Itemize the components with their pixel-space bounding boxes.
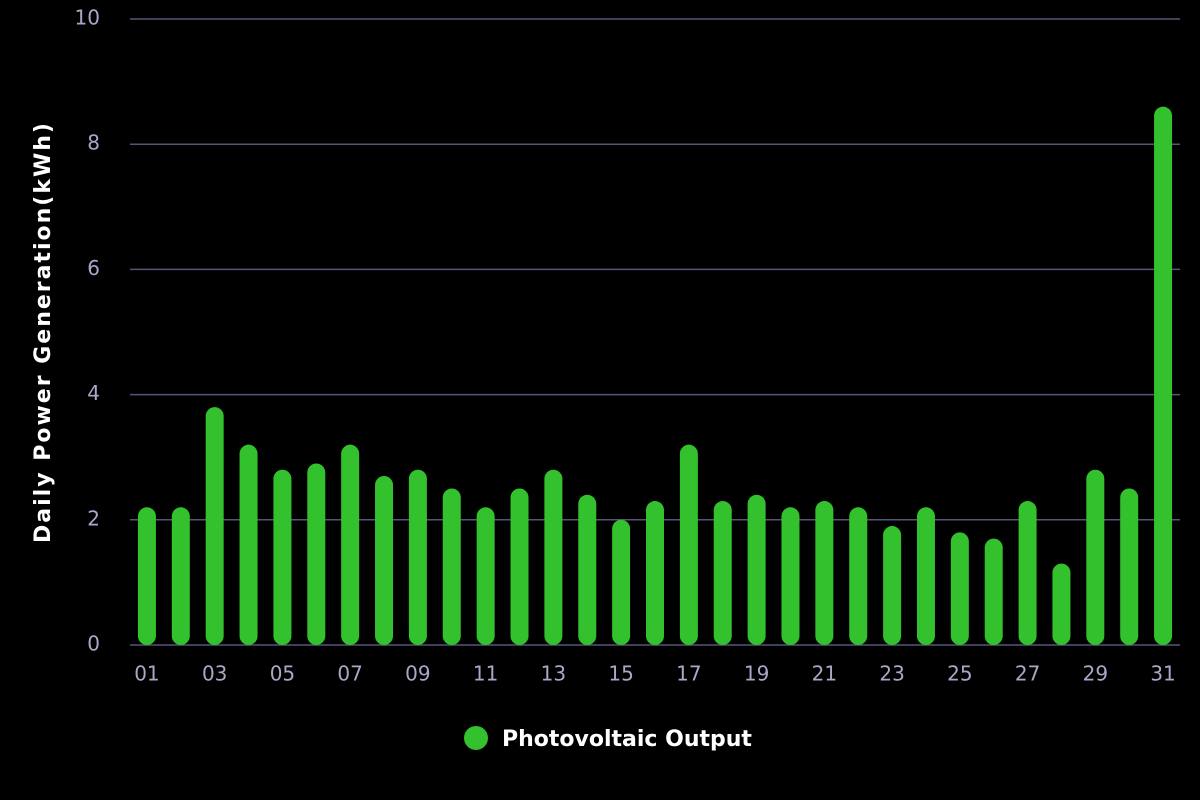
- y-axis-label: Daily Power Generation(kWh): [31, 121, 56, 543]
- x-tick-label: 27: [1015, 662, 1040, 686]
- bar: [713, 501, 732, 645]
- legend-marker: [464, 726, 488, 750]
- bar: [544, 469, 563, 645]
- x-tick-label: 17: [676, 662, 701, 686]
- bar: [916, 507, 935, 645]
- bar: [1086, 469, 1105, 645]
- x-tick-label: 13: [541, 662, 566, 686]
- bar: [442, 488, 461, 645]
- x-tick-label: 11: [473, 662, 498, 686]
- x-tick-label: 25: [947, 662, 972, 686]
- bar: [205, 407, 224, 645]
- x-tick-label: 29: [1083, 662, 1108, 686]
- x-tick-label: 23: [879, 662, 904, 686]
- y-tick-label: 8: [87, 131, 100, 155]
- y-tick-label: 4: [87, 381, 100, 405]
- bar: [1052, 563, 1071, 645]
- bar: [137, 507, 156, 645]
- bar: [612, 519, 631, 645]
- bar: [239, 444, 258, 645]
- bar: [1018, 501, 1037, 645]
- bar: [1120, 488, 1139, 645]
- x-tick-label: 09: [405, 662, 430, 686]
- legend-label: Photovoltaic Output: [502, 727, 752, 752]
- x-tick-label: 07: [337, 662, 362, 686]
- bar: [747, 494, 766, 645]
- bar: [510, 488, 529, 645]
- bar: [950, 532, 969, 645]
- bar: [849, 507, 868, 645]
- y-tick-label: 2: [87, 506, 100, 530]
- bar: [375, 475, 394, 645]
- x-tick-label: 19: [744, 662, 769, 686]
- bar: [883, 526, 902, 645]
- bar: [984, 538, 1003, 645]
- y-tick-label: 10: [75, 6, 100, 30]
- x-tick-label: 31: [1150, 662, 1175, 686]
- y-tick-label: 6: [87, 256, 100, 280]
- bar: [679, 444, 698, 645]
- y-tick-label: 0: [87, 632, 100, 656]
- bar: [815, 501, 834, 645]
- x-tick-label: 03: [202, 662, 227, 686]
- x-tick-label: 21: [812, 662, 837, 686]
- x-tick-label: 15: [608, 662, 633, 686]
- bar: [408, 469, 427, 645]
- bar: [273, 469, 292, 645]
- bar: [341, 444, 360, 645]
- bar: [578, 494, 597, 645]
- bar: [1154, 106, 1173, 645]
- bar: [307, 463, 326, 645]
- bar: [171, 507, 190, 645]
- x-tick-label: 05: [270, 662, 295, 686]
- bar: [781, 507, 800, 645]
- bar: [646, 501, 664, 645]
- bar: [476, 507, 495, 645]
- x-tick-label: 01: [134, 662, 159, 686]
